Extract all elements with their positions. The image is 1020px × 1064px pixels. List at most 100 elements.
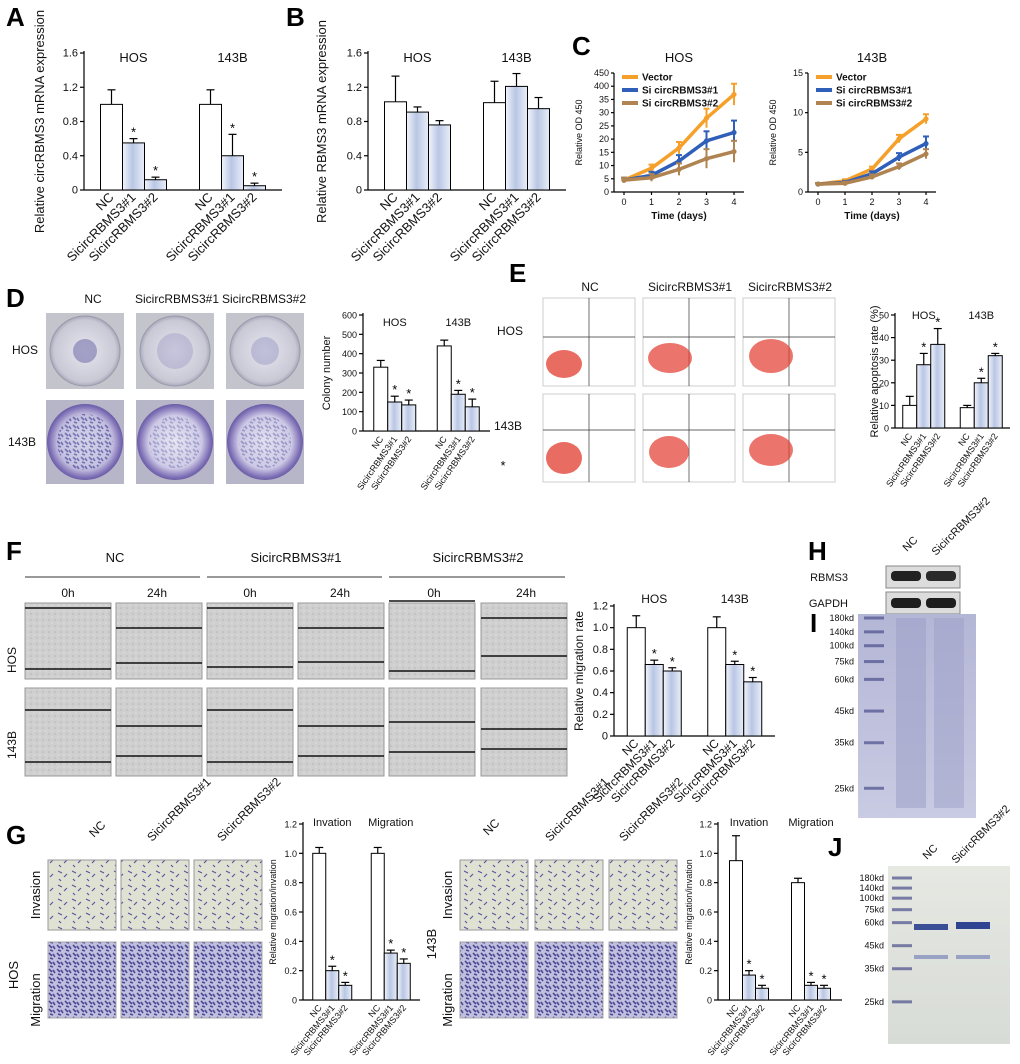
transwell-tile-migration bbox=[120, 941, 190, 1019]
y-tick-label: 25 bbox=[599, 121, 609, 131]
x-tick-label: 0 bbox=[815, 197, 820, 207]
y-tick-label: 1.2 bbox=[593, 601, 608, 613]
x-axis-label: Time (days) bbox=[651, 211, 706, 222]
bar bbox=[370, 852, 385, 1001]
scratch-tile-hos bbox=[24, 602, 112, 680]
ladder-label: 60kd bbox=[834, 674, 854, 684]
y-tick-label: 400 bbox=[342, 349, 357, 359]
ladder-band bbox=[864, 709, 884, 713]
y-tick-label: 0.8 bbox=[63, 116, 78, 128]
data-point bbox=[923, 116, 929, 122]
transwell-tile-invasion bbox=[193, 859, 263, 931]
transwell-tile-migration bbox=[47, 941, 117, 1019]
y-tick-label: 0.8 bbox=[699, 878, 712, 888]
transwell-hos-cell: HOS bbox=[6, 961, 21, 990]
significance-star: * bbox=[746, 957, 751, 972]
coomassie-gel-j: NC SicircRBMS3#2 180kd140kd100kd75kd60kd… bbox=[859, 803, 1013, 1044]
transwell-hos-col-nc: NC bbox=[86, 818, 108, 840]
bar bbox=[930, 343, 946, 429]
chart-title: HOS bbox=[665, 50, 694, 65]
y-tick-label: 0.2 bbox=[699, 966, 712, 976]
significance-star: * bbox=[252, 169, 257, 184]
significance-star: * bbox=[392, 382, 397, 397]
y-tick-label: 1.2 bbox=[347, 82, 362, 94]
data-point bbox=[896, 164, 902, 170]
y-tick-label: 100 bbox=[342, 407, 357, 417]
transwell-143b-col-nc: NC bbox=[480, 816, 502, 838]
x-tick-label: 4 bbox=[923, 197, 928, 207]
bar bbox=[383, 952, 398, 1001]
y-axis-label: Relative OD 450 bbox=[768, 99, 778, 165]
data-point bbox=[621, 177, 627, 183]
colony-plate-143b-si1 bbox=[136, 400, 214, 484]
bar bbox=[325, 970, 340, 1001]
y-tick-label: 400 bbox=[594, 81, 609, 91]
y-tick-label: 0.8 bbox=[593, 644, 608, 656]
ladder-label: 25kd bbox=[864, 997, 884, 1007]
data-point bbox=[703, 138, 710, 144]
x-tick-label: 2 bbox=[869, 197, 874, 207]
y-tick-label: 0.6 bbox=[284, 908, 297, 918]
significance-star: * bbox=[993, 339, 998, 354]
y-axis-label: Relative migration/invation bbox=[684, 859, 694, 965]
y-tick-label: 0 bbox=[352, 427, 357, 437]
y-tick-label: 50 bbox=[879, 311, 889, 321]
flow-plot-hos-si1 bbox=[642, 297, 736, 387]
gel-j-band-nc-minor bbox=[914, 955, 948, 959]
colony-plate-143b-si2 bbox=[226, 400, 304, 484]
data-point bbox=[703, 115, 710, 121]
x-tick-label: 1 bbox=[842, 197, 847, 207]
legend-label: Si circRBMS3#1 bbox=[642, 86, 719, 97]
y-tick-label: 200 bbox=[342, 388, 357, 398]
ladder-label: 35kd bbox=[864, 964, 884, 974]
flow-plot-hos-nc bbox=[542, 297, 636, 387]
scratch-si1-0h: 0h bbox=[243, 586, 256, 600]
bar bbox=[338, 984, 353, 1001]
y-tick-label: 10 bbox=[879, 401, 889, 411]
scratch-tile-143b bbox=[297, 687, 385, 777]
scratch-row-hos: HOS bbox=[5, 647, 19, 673]
ladder-label: 25kd bbox=[834, 783, 854, 793]
y-tick-label: 5 bbox=[604, 174, 609, 184]
gel-i-lane-2 bbox=[934, 618, 964, 808]
y-tick-label: 15 bbox=[793, 68, 803, 78]
ladder-band bbox=[892, 1000, 912, 1004]
transwell-143b-col-si1: SicircRBMS3#1 bbox=[542, 775, 612, 845]
x-tick-label: 3 bbox=[896, 197, 901, 207]
y-axis-label: Colony number bbox=[321, 335, 333, 410]
colony-plates: NC SicircRBMS3#1 SicircRBMS3#2 HOS 143B bbox=[8, 292, 306, 484]
colony-col-si2: SicircRBMS3#2 bbox=[222, 292, 306, 306]
scratch-tile-hos bbox=[115, 602, 203, 680]
y-tick-label: 0 bbox=[72, 185, 78, 197]
legend-label: Si circRBMS3#1 bbox=[836, 86, 913, 97]
group-header: 143B bbox=[501, 50, 531, 65]
flow-row-hos: HOS bbox=[497, 324, 523, 338]
scratch-si2-24h: 24h bbox=[516, 586, 536, 600]
y-tick-label: 0.8 bbox=[347, 116, 362, 128]
bar bbox=[916, 364, 932, 429]
blot-row-gapdh: GAPDH bbox=[809, 598, 848, 610]
group-header: Invation bbox=[730, 817, 769, 829]
bar bbox=[144, 179, 167, 191]
data-point bbox=[703, 156, 710, 162]
x-tick-label: 2 bbox=[676, 197, 681, 207]
ladder-band bbox=[892, 896, 912, 900]
flow-col-si1: SicircRBMS3#1 bbox=[648, 280, 732, 294]
transwell-tile-migration bbox=[534, 941, 604, 1019]
bar bbox=[626, 627, 646, 737]
panel-letter-i: I bbox=[810, 608, 817, 638]
scratch-assay: NC SicircRBMS3#1 SicircRBMS3#2 0h 24h 0h… bbox=[5, 550, 568, 777]
transwell-143b-cell: 143B bbox=[424, 929, 439, 959]
significance-star: * bbox=[406, 386, 411, 401]
data-point bbox=[731, 129, 737, 136]
bar bbox=[428, 124, 451, 191]
y-tick-label: 0.6 bbox=[699, 908, 712, 918]
bar bbox=[743, 681, 763, 737]
bar bbox=[987, 355, 1003, 429]
data-point bbox=[676, 145, 682, 151]
bar bbox=[902, 404, 918, 429]
transwell-143b-row-migration: Migration bbox=[440, 973, 455, 1026]
ladder-label: 140kd bbox=[829, 627, 854, 637]
y-tick-label: 0.2 bbox=[593, 709, 608, 721]
